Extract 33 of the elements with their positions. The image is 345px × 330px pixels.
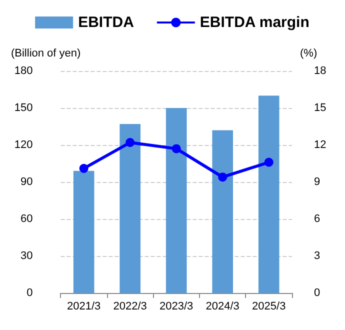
x-tick-label: 2023/3 [160, 300, 194, 312]
point [79, 164, 88, 173]
point [126, 138, 135, 148]
y2-tick-label: 18 [314, 65, 326, 77]
point [172, 144, 181, 154]
bar [73, 170, 94, 293]
x-tick-label: 2024/3 [206, 300, 240, 312]
y2-tick-label: 12 [314, 139, 326, 151]
x-tick-label: 2021/3 [67, 300, 101, 312]
y-tick-label: 60 [20, 213, 33, 225]
point [218, 172, 228, 182]
y-tick-label: 0 [26, 287, 33, 299]
y-axis-title: (Billion of yen) [10, 48, 81, 60]
y2-tick-label: 15 [314, 102, 326, 114]
y2-tick-label: 6 [314, 213, 320, 225]
legend-label: EBITDA [78, 14, 134, 31]
point [264, 158, 274, 167]
x-tick-label: 2025/3 [252, 300, 286, 312]
y-tick-label: 90 [20, 176, 33, 188]
bar [120, 124, 140, 293]
y-tick-label: 30 [20, 250, 33, 262]
bar [166, 108, 187, 293]
legend-label: EBITDA margin [200, 14, 310, 31]
x-tick-label: 2022/3 [113, 300, 147, 312]
y2-axis-title: (%) [300, 48, 318, 60]
y2-tick-label: 9 [314, 176, 320, 188]
y2-tick-label: 0 [314, 287, 320, 299]
y-tick-label: 120 [14, 139, 33, 151]
y-tick-label: 150 [14, 102, 33, 114]
bar [258, 96, 280, 293]
y2-tick-label: 3 [314, 250, 320, 262]
bar [212, 130, 234, 293]
y-tick-label: 180 [14, 65, 33, 77]
